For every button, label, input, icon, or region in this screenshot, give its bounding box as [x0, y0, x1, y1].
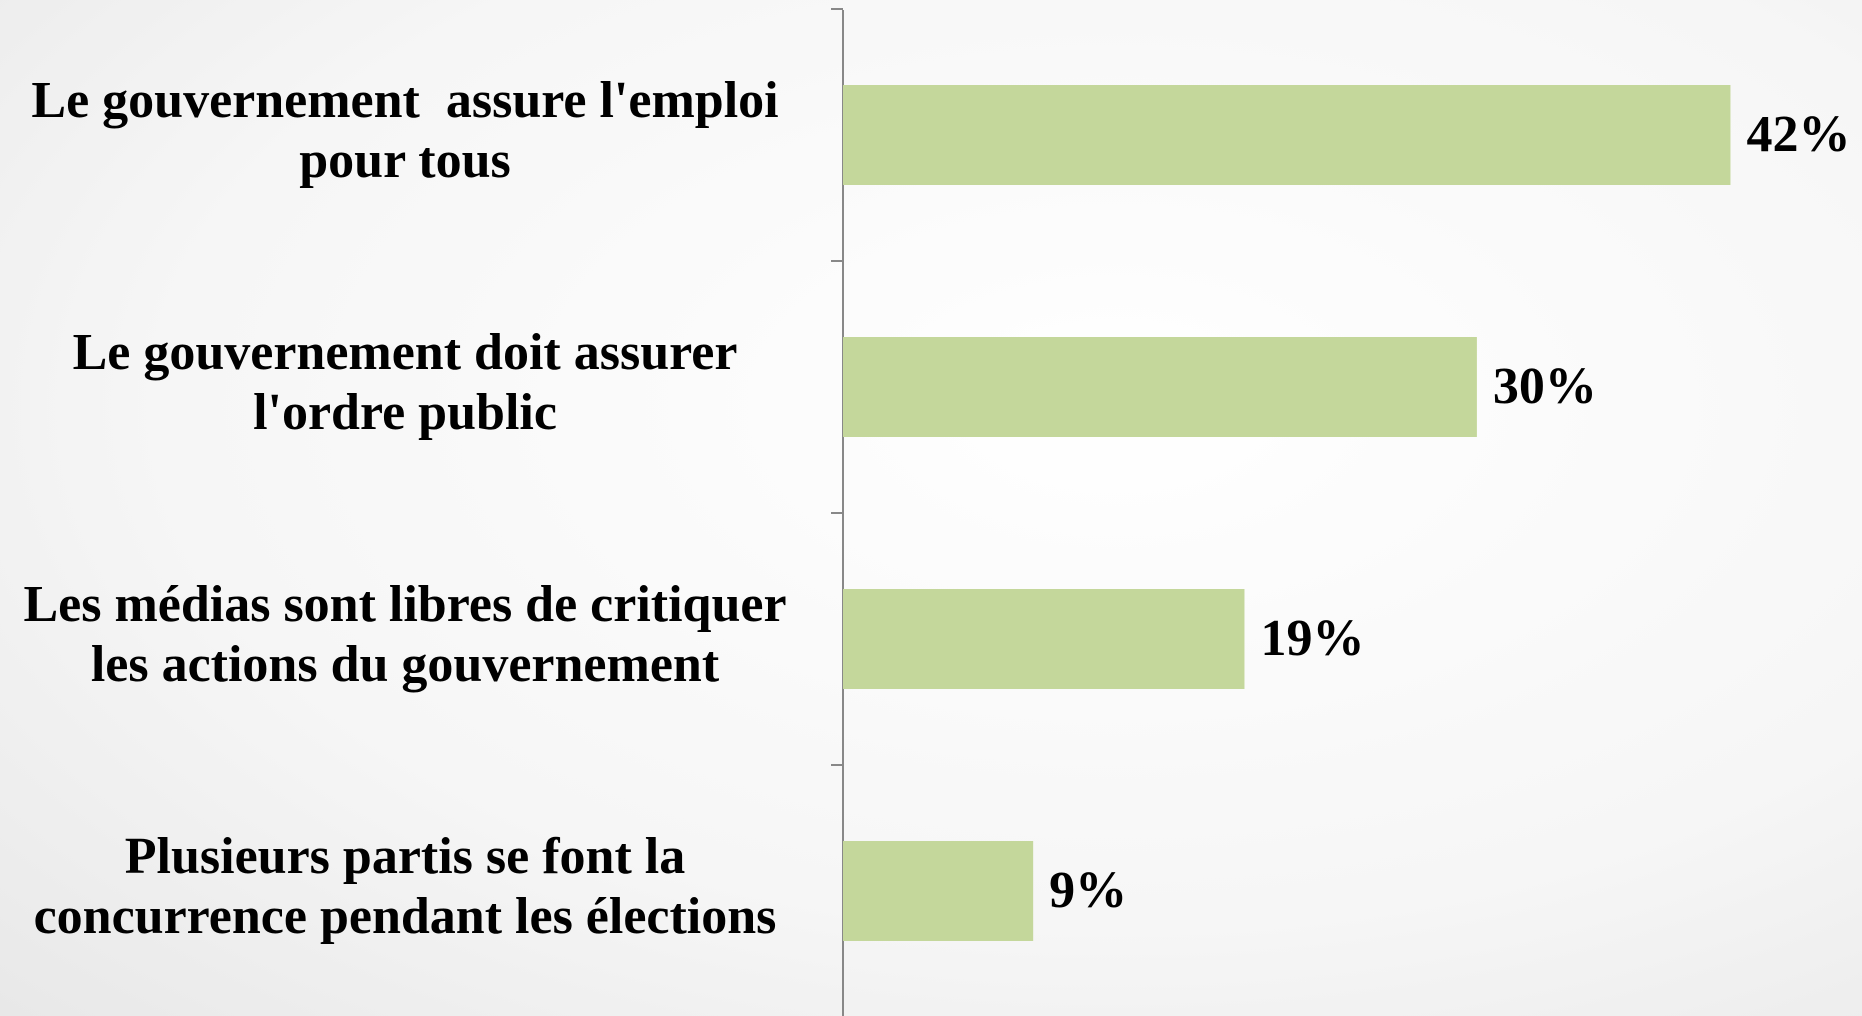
- value-label: 9%: [1049, 862, 1127, 919]
- category-label: Les médias sont libres de critiquer les a…: [23, 576, 786, 693]
- category-label: Le gouvernement assure l'emploi pour tous: [31, 72, 778, 189]
- category-label-line: pour tous: [299, 132, 510, 189]
- category-label: Le gouvernement doit assurer l'ordre publ…: [73, 324, 738, 441]
- bar: [843, 337, 1477, 437]
- value-label: 19%: [1260, 610, 1364, 667]
- category-label-line: les actions du gouvernement: [91, 636, 720, 693]
- value-label: 42%: [1746, 106, 1850, 163]
- bar: [843, 85, 1731, 185]
- category-label-line: Les médias sont libres de critiquer: [23, 576, 786, 633]
- bar: [843, 841, 1034, 941]
- category-label-line: Le gouvernement doit assurer: [73, 324, 738, 381]
- bar: [843, 589, 1245, 689]
- value-label: 30%: [1493, 358, 1597, 415]
- category-label-line: Plusieurs partis se font la: [125, 828, 685, 885]
- category-label-line: concurrence pendant les élections: [34, 888, 777, 945]
- category-label-line: Le gouvernement assure l'emploi: [31, 72, 778, 129]
- category-label: Plusieurs partis se font la concurrence p…: [34, 828, 777, 945]
- category-label-line: l'ordre public: [253, 384, 557, 441]
